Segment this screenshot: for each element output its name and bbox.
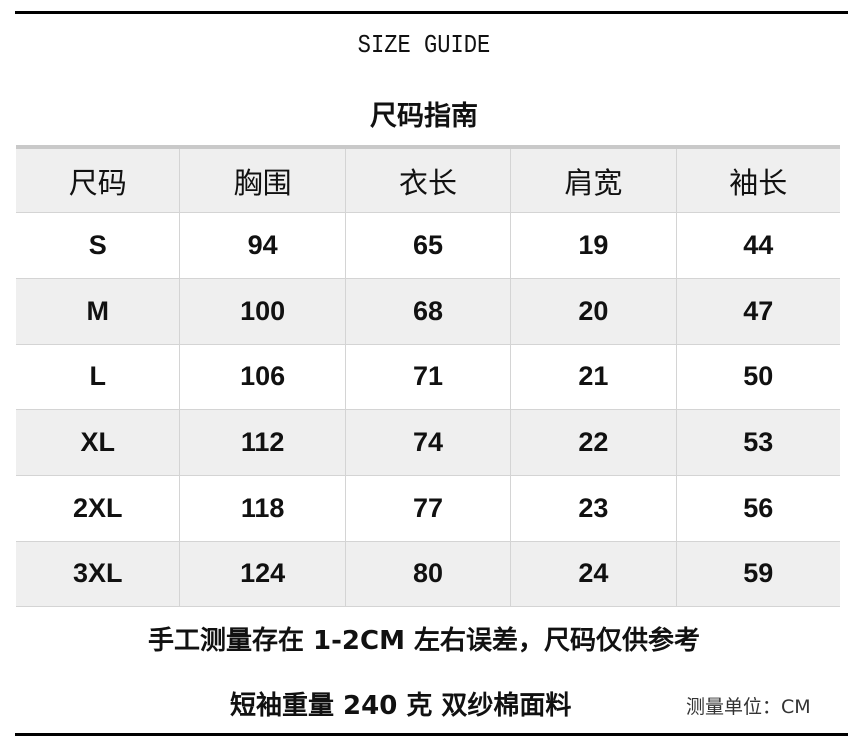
table-cell: 衣长 bbox=[344, 147, 511, 214]
table-cell: 2XL bbox=[16, 475, 180, 542]
table-cell: 胸围 bbox=[179, 147, 346, 214]
table-cell: 47 bbox=[675, 278, 840, 345]
table-cell: 20 bbox=[510, 278, 677, 345]
table-cell: 肩宽 bbox=[510, 147, 677, 214]
table-cell: 44 bbox=[675, 212, 840, 279]
table-cell: 21 bbox=[510, 344, 677, 411]
table-header: 尺码 胸围 衣长 肩宽 袖长 bbox=[16, 147, 840, 214]
table-row: 2XL 118 77 23 56 bbox=[16, 475, 840, 542]
table-cell: 19 bbox=[510, 212, 677, 279]
fabric-note: 短袖重量 240 克 双纱棉面料 bbox=[230, 691, 572, 721]
size-table: 尺码 胸围 衣长 肩宽 袖长 S 94 65 19 44 M 100 68 20 47 L 106 71 21 50 X… bbox=[16, 145, 840, 608]
table-cell: 112 bbox=[179, 409, 346, 476]
table-cell: 尺码 bbox=[16, 147, 180, 214]
table-cell: 65 bbox=[344, 212, 511, 279]
table-cell: 24 bbox=[510, 541, 677, 608]
table-cell: 118 bbox=[179, 475, 346, 542]
table-cell: 56 bbox=[675, 475, 840, 542]
table-cell: 77 bbox=[344, 475, 511, 542]
table-row: L 106 71 21 50 bbox=[16, 344, 840, 411]
table-cell: 68 bbox=[344, 278, 511, 345]
table-cell: 22 bbox=[510, 409, 677, 476]
table-cell: 3XL bbox=[16, 541, 180, 608]
table-cell: 106 bbox=[179, 344, 346, 411]
table-cell: 80 bbox=[344, 541, 511, 608]
table-cell: 124 bbox=[179, 541, 346, 608]
table-cell: 23 bbox=[510, 475, 677, 542]
table-cell: S bbox=[16, 212, 180, 279]
table-cell: 94 bbox=[179, 212, 346, 279]
table-cell: 50 bbox=[675, 344, 840, 411]
table-row: XL 112 74 22 53 bbox=[16, 409, 840, 476]
table-cell: 71 bbox=[344, 344, 511, 411]
table-cell: 袖长 bbox=[675, 147, 840, 214]
table-row: M 100 68 20 47 bbox=[16, 278, 840, 345]
table-cell: L bbox=[16, 344, 180, 411]
table-row: 3XL 124 80 24 59 bbox=[16, 541, 840, 608]
table-cell: M bbox=[16, 278, 180, 345]
measurement-error-note: 手工测量存在 1-2CM 左右误差，尺码仅供参考 bbox=[147, 626, 701, 656]
title-english: SIZE GUIDE bbox=[357, 30, 491, 60]
table-cell: 59 bbox=[675, 541, 840, 608]
table-cell: XL bbox=[16, 409, 180, 476]
table-cell: 53 bbox=[675, 409, 840, 476]
title-chinese: 尺码指南 bbox=[370, 101, 478, 132]
unit-note: 测量单位：CM bbox=[686, 696, 811, 718]
top-rule bbox=[15, 11, 848, 14]
bottom-rule bbox=[15, 733, 848, 736]
table-cell: 74 bbox=[344, 409, 511, 476]
table-row: S 94 65 19 44 bbox=[16, 212, 840, 279]
table-cell: 100 bbox=[179, 278, 346, 345]
